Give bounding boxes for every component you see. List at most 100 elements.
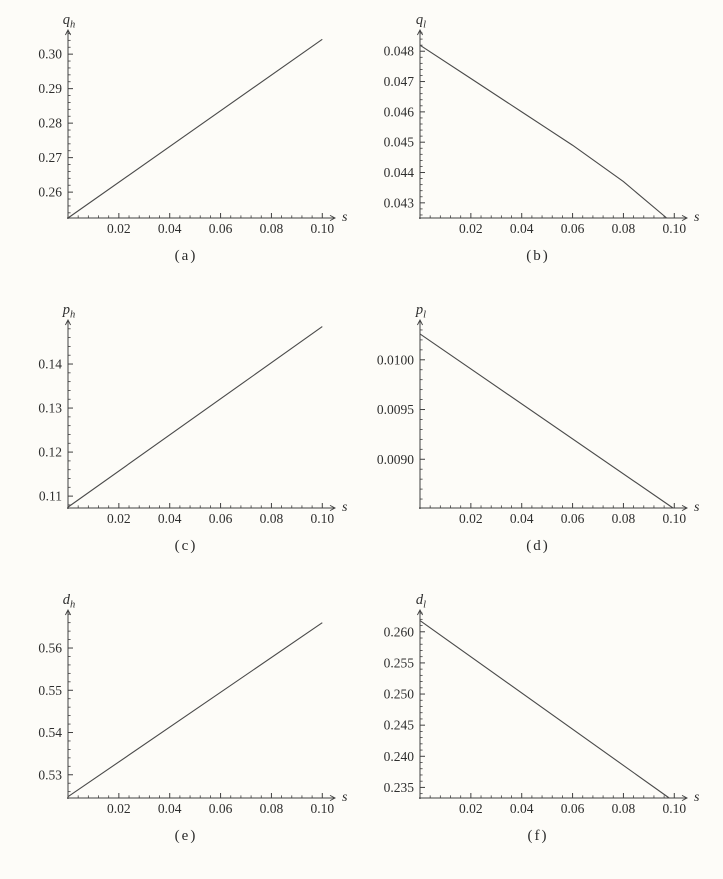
y-tick-labels: 0.0090 0.0095 0.0100 <box>376 352 413 466</box>
data-line-f <box>419 620 670 799</box>
x-tick-labels: 0.02 0.04 0.06 0.08 0.10 <box>459 801 686 816</box>
x-minor-ticks <box>429 215 665 218</box>
svg-text:0.12: 0.12 <box>38 445 62 460</box>
caption-f: (f) <box>527 828 549 844</box>
x-axis-label: s <box>694 790 700 805</box>
svg-text:0.046: 0.046 <box>383 104 414 119</box>
x-axis <box>418 793 688 801</box>
x-tick-labels: 0.02 0.04 0.06 0.08 0.10 <box>107 801 334 816</box>
y-axis-arrow <box>64 319 71 326</box>
svg-text:0.240: 0.240 <box>383 749 414 764</box>
y-axis <box>416 609 425 799</box>
x-axis-arrow <box>681 215 688 221</box>
svg-text:0.11: 0.11 <box>38 489 61 504</box>
x-axis-arrow <box>329 215 336 221</box>
y-axis-label: pl <box>414 302 425 321</box>
x-minor-ticks <box>429 795 665 798</box>
svg-text:0.06: 0.06 <box>560 511 584 526</box>
panel-e: 0.02 0.04 0.06 0.08 0.10 s 0.53 0.54 0.55 0.56 dh … <box>10 586 362 876</box>
x-tick-labels: 0.02 0.04 0.06 0.08 0.10 <box>459 221 686 236</box>
svg-text:0.28: 0.28 <box>38 116 62 131</box>
svg-text:0.044: 0.044 <box>383 165 414 180</box>
caption-c: (c) <box>174 538 198 554</box>
caption-e: (e) <box>174 828 198 844</box>
y-minor-ticks <box>67 613 71 793</box>
svg-text:0.55: 0.55 <box>38 683 62 698</box>
x-minor-ticks <box>77 215 313 218</box>
svg-text:0.08: 0.08 <box>259 221 283 236</box>
caption-b: (b) <box>526 248 550 264</box>
y-tick-labels: 0.11 0.12 0.13 0.14 <box>38 357 62 504</box>
svg-text:0.10: 0.10 <box>662 511 686 526</box>
svg-text:0.045: 0.045 <box>383 135 414 150</box>
svg-text:0.02: 0.02 <box>107 221 131 236</box>
svg-text:0.043: 0.043 <box>383 195 414 210</box>
svg-text:0.14: 0.14 <box>38 357 62 372</box>
panel-f: 0.02 0.04 0.06 0.08 0.10 s 0.235 0.240 0.245 0.25… <box>362 586 714 876</box>
svg-text:0.260: 0.260 <box>383 624 414 639</box>
svg-text:0.047: 0.047 <box>383 74 414 89</box>
x-axis <box>66 793 336 801</box>
svg-text:0.13: 0.13 <box>38 401 62 416</box>
y-tick-labels: 0.53 0.54 0.55 0.56 <box>38 641 62 783</box>
y-axis <box>416 319 425 509</box>
x-tick-labels: 0.02 0.04 0.06 0.08 0.10 <box>459 511 686 526</box>
svg-text:0.10: 0.10 <box>310 511 334 526</box>
svg-text:0.26: 0.26 <box>38 185 62 200</box>
x-axis <box>418 503 688 511</box>
svg-text:0.56: 0.56 <box>38 641 62 656</box>
svg-text:0.06: 0.06 <box>560 221 584 236</box>
svg-text:0.04: 0.04 <box>509 801 533 816</box>
svg-text:0.02: 0.02 <box>107 511 131 526</box>
panel-b: 0.02 0.04 0.06 0.08 0.10 s 0.043 0.044 0.045 0.04… <box>362 6 714 296</box>
svg-text:0.06: 0.06 <box>208 221 232 236</box>
x-axis-label: s <box>694 500 700 515</box>
plot-a: 0.02 0.04 0.06 0.08 0.10 s 0.26 0.27 0.28 0.29 0.3… <box>38 12 348 236</box>
svg-text:0.0100: 0.0100 <box>376 352 413 367</box>
svg-text:0.250: 0.250 <box>383 687 414 702</box>
svg-text:0.08: 0.08 <box>611 511 635 526</box>
svg-text:0.06: 0.06 <box>208 801 232 816</box>
svg-text:0.255: 0.255 <box>383 655 414 670</box>
svg-text:0.04: 0.04 <box>157 221 181 236</box>
svg-text:0.04: 0.04 <box>509 221 533 236</box>
y-axis-label: ph <box>61 302 75 321</box>
svg-text:0.048: 0.048 <box>383 44 414 59</box>
data-line-c <box>67 326 323 508</box>
svg-text:0.02: 0.02 <box>459 511 483 526</box>
x-axis-arrow <box>681 505 688 511</box>
panel-d: 0.02 0.04 0.06 0.08 0.10 s 0.0090 0.0095 0.0100 p… <box>362 296 714 586</box>
y-tick-labels: 0.235 0.240 0.245 0.250 0.255 0.260 <box>383 624 414 795</box>
data-line-d <box>419 333 673 509</box>
y-axis <box>64 29 73 219</box>
x-axis-arrow <box>681 795 688 801</box>
y-axis <box>64 609 73 799</box>
svg-text:0.0095: 0.0095 <box>376 402 413 417</box>
panel-a: 0.02 0.04 0.06 0.08 0.10 s 0.26 0.27 0.28 0.29 0.3… <box>10 6 362 296</box>
x-axis-label: s <box>694 210 700 225</box>
svg-text:0.10: 0.10 <box>662 221 686 236</box>
panel-c: 0.02 0.04 0.06 0.08 0.10 s 0.11 0.12 0.13 0.14 ph … <box>10 296 362 586</box>
svg-text:0.02: 0.02 <box>459 801 483 816</box>
svg-text:0.06: 0.06 <box>560 801 584 816</box>
y-minor-ticks <box>419 32 423 216</box>
svg-text:0.0090: 0.0090 <box>376 452 413 467</box>
y-axis-arrow <box>64 609 71 616</box>
svg-text:0.08: 0.08 <box>611 801 635 816</box>
svg-text:0.08: 0.08 <box>611 221 635 236</box>
y-minor-ticks <box>67 328 71 506</box>
plot-f: 0.02 0.04 0.06 0.08 0.10 s 0.235 0.240 0.245 0.25… <box>383 592 700 816</box>
svg-text:0.54: 0.54 <box>38 725 62 740</box>
svg-text:0.27: 0.27 <box>38 150 62 165</box>
x-axis-label: s <box>342 210 348 225</box>
x-axis-label: s <box>342 500 348 515</box>
svg-text:0.02: 0.02 <box>459 221 483 236</box>
y-axis-label: dh <box>62 592 75 611</box>
y-minor-ticks <box>419 329 423 500</box>
caption-d: (d) <box>526 538 550 554</box>
y-axis <box>416 29 425 219</box>
svg-text:0.02: 0.02 <box>107 801 131 816</box>
y-tick-labels: 0.26 0.27 0.28 0.29 0.30 <box>38 47 62 200</box>
svg-text:0.29: 0.29 <box>38 81 62 96</box>
